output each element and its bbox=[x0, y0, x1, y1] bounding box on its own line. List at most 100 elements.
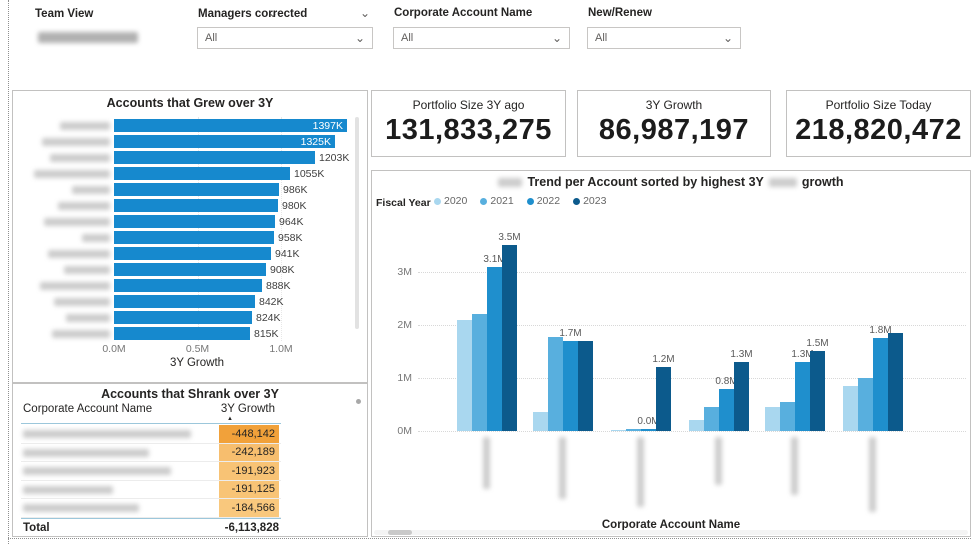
bar-2023[interactable] bbox=[656, 367, 671, 431]
slicer-new-renew-dropdown[interactable]: All ⌄ bbox=[587, 27, 741, 49]
bar[interactable] bbox=[114, 327, 250, 340]
y-axis-tick-label: 0M bbox=[397, 425, 412, 437]
bar-2022[interactable] bbox=[795, 362, 810, 431]
slicer-team-view-value-redacted[interactable] bbox=[38, 32, 138, 43]
bar-2023[interactable] bbox=[578, 341, 593, 431]
bar[interactable] bbox=[114, 231, 274, 244]
category-label-redacted bbox=[64, 266, 110, 274]
bar[interactable] bbox=[114, 183, 279, 196]
data-label: 3.1M bbox=[483, 254, 506, 265]
data-label: 986K bbox=[283, 184, 308, 196]
slicer-corporate-account-value: All bbox=[401, 32, 414, 44]
bar-2020[interactable] bbox=[533, 412, 548, 431]
category-label-redacted bbox=[42, 138, 110, 146]
bar-2021[interactable] bbox=[704, 407, 719, 431]
legend-item-2023[interactable]: 2023 bbox=[573, 195, 606, 207]
gridline bbox=[197, 117, 200, 341]
x-axis-tick-label: 0.5M bbox=[185, 343, 210, 355]
table-header-3y-growth[interactable]: 3Y Growth bbox=[220, 403, 275, 415]
data-label: 964K bbox=[279, 216, 304, 228]
bar[interactable] bbox=[114, 215, 275, 228]
legend-label: 2020 bbox=[444, 195, 468, 207]
slicer-team-view-chevron-icon[interactable]: ⌄ bbox=[268, 6, 279, 20]
category-label-redacted bbox=[54, 298, 110, 306]
bar[interactable] bbox=[114, 151, 315, 164]
gridline bbox=[418, 272, 966, 274]
category-label-redacted bbox=[44, 218, 110, 226]
bar-2023[interactable] bbox=[810, 351, 825, 431]
data-label: 1.8M bbox=[869, 325, 892, 336]
data-label: 815K bbox=[254, 328, 279, 340]
bar-2020[interactable] bbox=[765, 407, 780, 431]
bar-2021[interactable] bbox=[780, 402, 795, 431]
bar-2021[interactable] bbox=[626, 429, 641, 431]
legend-item-2022[interactable]: 2022 bbox=[526, 195, 560, 207]
slicer-managers-dropdown[interactable]: All ⌄ bbox=[197, 27, 373, 49]
bar-2021[interactable] bbox=[548, 337, 563, 431]
trend-legend: 2020 2021 2022 2023 bbox=[434, 195, 606, 207]
bar[interactable] bbox=[114, 135, 335, 148]
data-label: 1325K bbox=[300, 136, 331, 148]
trend-horizontal-scrollbar-thumb[interactable] bbox=[388, 530, 412, 535]
table-total-separator bbox=[21, 518, 281, 519]
bar[interactable] bbox=[114, 119, 347, 132]
bar-2020[interactable] bbox=[611, 430, 626, 431]
canvas-bottom-edge bbox=[8, 538, 971, 540]
table-cell-3y-growth[interactable]: -191,923 bbox=[219, 462, 279, 480]
bar-2020[interactable] bbox=[689, 420, 704, 431]
table-cell-name-redacted bbox=[23, 467, 171, 476]
slicer-managers-chevron-icon[interactable]: ⌄ bbox=[360, 6, 371, 20]
data-label: 842K bbox=[259, 296, 284, 308]
bar-2022[interactable] bbox=[563, 341, 578, 431]
category-label-redacted bbox=[60, 122, 110, 130]
shrank-table-panel: Accounts that Shrank over 3Y Corporate A… bbox=[12, 383, 368, 537]
category-label-redacted bbox=[559, 437, 566, 499]
data-label: 1.3M bbox=[730, 349, 753, 360]
sort-ascending-icon[interactable]: ▲ bbox=[227, 416, 233, 422]
bar[interactable] bbox=[114, 167, 290, 180]
kpi-value: 86,987,197 bbox=[598, 114, 750, 146]
grew-chart-title: Accounts that Grew over 3Y bbox=[106, 96, 274, 110]
bar[interactable] bbox=[114, 279, 262, 292]
gridline bbox=[418, 431, 966, 433]
table-cell-3y-growth[interactable]: -242,189 bbox=[219, 443, 279, 462]
bar-2022[interactable] bbox=[487, 267, 502, 431]
bar[interactable] bbox=[114, 199, 278, 212]
data-label: 1.7M bbox=[559, 328, 582, 339]
bar[interactable] bbox=[114, 295, 255, 308]
legend-label: 2021 bbox=[490, 195, 514, 207]
x-axis-tick-label: 0.0M bbox=[102, 343, 126, 355]
bar-2022[interactable] bbox=[641, 429, 656, 431]
bar-2021[interactable] bbox=[858, 378, 873, 431]
table-row-separator bbox=[21, 517, 281, 518]
bar[interactable] bbox=[114, 311, 252, 324]
bar-2022[interactable] bbox=[719, 389, 734, 431]
legend-item-2021[interactable]: 2021 bbox=[480, 195, 514, 207]
panel-options-dot-icon[interactable] bbox=[356, 399, 361, 404]
bar-2023[interactable] bbox=[502, 245, 517, 431]
table-cell-3y-growth[interactable]: -184,566 bbox=[219, 499, 279, 517]
grew-chart-vertical-scrollbar[interactable] bbox=[355, 117, 359, 329]
bar-2021[interactable] bbox=[472, 314, 487, 431]
data-label: 1203K bbox=[319, 152, 350, 164]
redacted-title-word bbox=[768, 177, 797, 187]
table-header-account-name[interactable]: Corporate Account Name bbox=[23, 403, 153, 415]
bar-2020[interactable] bbox=[457, 320, 472, 431]
slicer-managers-label: Managers corrected bbox=[198, 8, 308, 20]
bar-2023[interactable] bbox=[888, 333, 903, 431]
bar-2020[interactable] bbox=[843, 386, 858, 431]
category-label-redacted bbox=[483, 437, 490, 489]
bar-2022[interactable] bbox=[873, 338, 888, 431]
table-cell-3y-growth[interactable]: -191,125 bbox=[219, 480, 279, 499]
legend-item-2020[interactable]: 2020 bbox=[434, 195, 467, 207]
slicer-new-renew-label: New/Renew bbox=[588, 7, 652, 19]
bar[interactable] bbox=[114, 247, 271, 260]
bar[interactable] bbox=[114, 263, 266, 276]
bar-2023[interactable] bbox=[734, 362, 749, 431]
table-cell-3y-growth[interactable]: -448,142 bbox=[219, 425, 279, 443]
table-row-separator bbox=[21, 498, 281, 500]
trend-horizontal-scrollbar-track[interactable] bbox=[374, 530, 968, 535]
table-body: -448,142 -242,189 -191,923 -191,125 -184,566 bbox=[13, 384, 367, 536]
slicer-corporate-account-dropdown[interactable]: All ⌄ bbox=[393, 27, 570, 49]
data-label: 0.0M bbox=[637, 416, 660, 427]
